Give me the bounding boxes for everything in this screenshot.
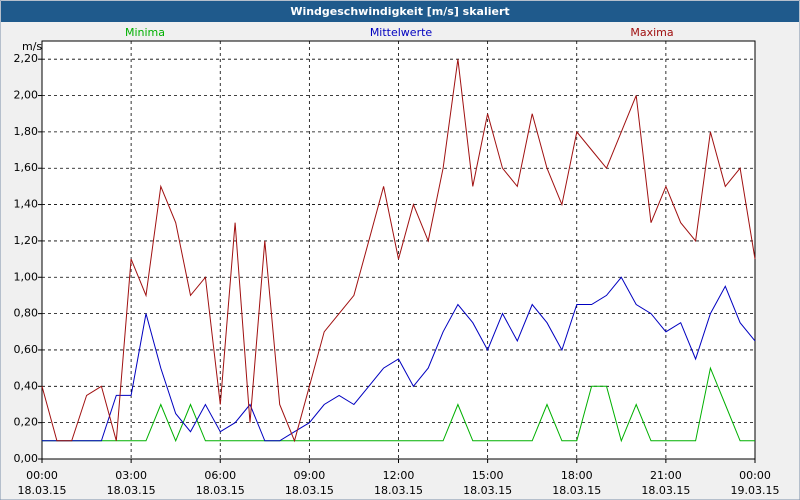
x-tick-label: 00:00 19.03.15	[731, 469, 780, 497]
x-tick-label: 00:00 18.03.15	[18, 469, 67, 497]
x-tick-label: 06:00 18.03.15	[196, 469, 245, 497]
x-tick-label: 15:00 18.03.15	[463, 469, 512, 497]
y-tick-label: 1,80	[14, 125, 39, 138]
x-tick-label: 12:00 18.03.15	[374, 469, 423, 497]
y-tick-label: 2,20	[14, 52, 39, 65]
legend-entry: Mittelwerte	[370, 26, 433, 39]
legend-entry: Minima	[125, 26, 165, 39]
chart-title: Windgeschwindigkeit [m/s] skaliert	[290, 5, 509, 18]
y-tick-label: 0,80	[14, 307, 39, 320]
x-tick-label: 03:00 18.03.15	[107, 469, 156, 497]
y-tick-label: 1,20	[14, 234, 39, 247]
y-tick-label: 1,60	[14, 161, 39, 174]
y-tick-label: 0,40	[14, 379, 39, 392]
x-tick-label: 18:00 18.03.15	[552, 469, 601, 497]
y-tick-label: 2,00	[14, 89, 39, 102]
y-tick-label: 0,00	[14, 452, 39, 465]
y-tick-label: 1,40	[14, 198, 39, 211]
plot-border	[41, 40, 756, 460]
title-bar	[1, 1, 799, 22]
x-tick-label: 09:00 18.03.15	[285, 469, 334, 497]
data-line	[42, 276, 756, 442]
x-tick-label: 21:00 18.03.15	[641, 469, 690, 497]
data-line	[41, 59, 756, 443]
legend-entry: Maxima	[630, 26, 673, 39]
y-tick-label: 1,00	[14, 270, 39, 283]
y-unit: m/s	[22, 40, 42, 53]
y-tick-label: 0,60	[14, 343, 39, 356]
y-tick-label: 0,20	[14, 416, 39, 429]
data-line	[42, 366, 755, 443]
